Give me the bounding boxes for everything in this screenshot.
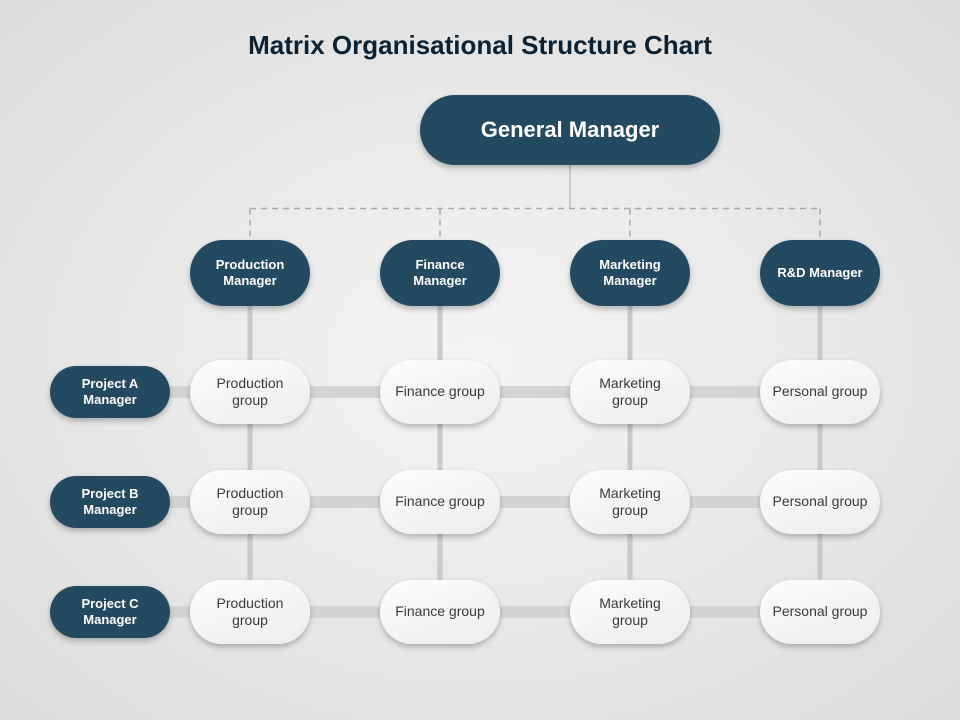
group-cell-node: Finance group [380,360,500,424]
group-cell-node: Marketing group [570,580,690,644]
group-cell-node: Production group [190,580,310,644]
group-cell-node: Marketing group [570,470,690,534]
chart-title: Matrix Organisational Structure Chart [0,30,960,61]
group-cell-node: Marketing group [570,360,690,424]
department-manager-node: Finance Manager [380,240,500,306]
group-cell-node: Finance group [380,470,500,534]
project-manager-node: Project B Manager [50,476,170,528]
project-manager-node: Project C Manager [50,586,170,638]
group-cell-node: Personal group [760,360,880,424]
group-cell-node: Personal group [760,470,880,534]
group-cell-node: Finance group [380,580,500,644]
department-manager-node: Marketing Manager [570,240,690,306]
department-manager-node: R&D Manager [760,240,880,306]
group-cell-node: Production group [190,470,310,534]
project-manager-node: Project A Manager [50,366,170,418]
group-cell-node: Production group [190,360,310,424]
general-manager-node: General Manager [420,95,720,165]
group-cell-node: Personal group [760,580,880,644]
department-manager-node: Production Manager [190,240,310,306]
